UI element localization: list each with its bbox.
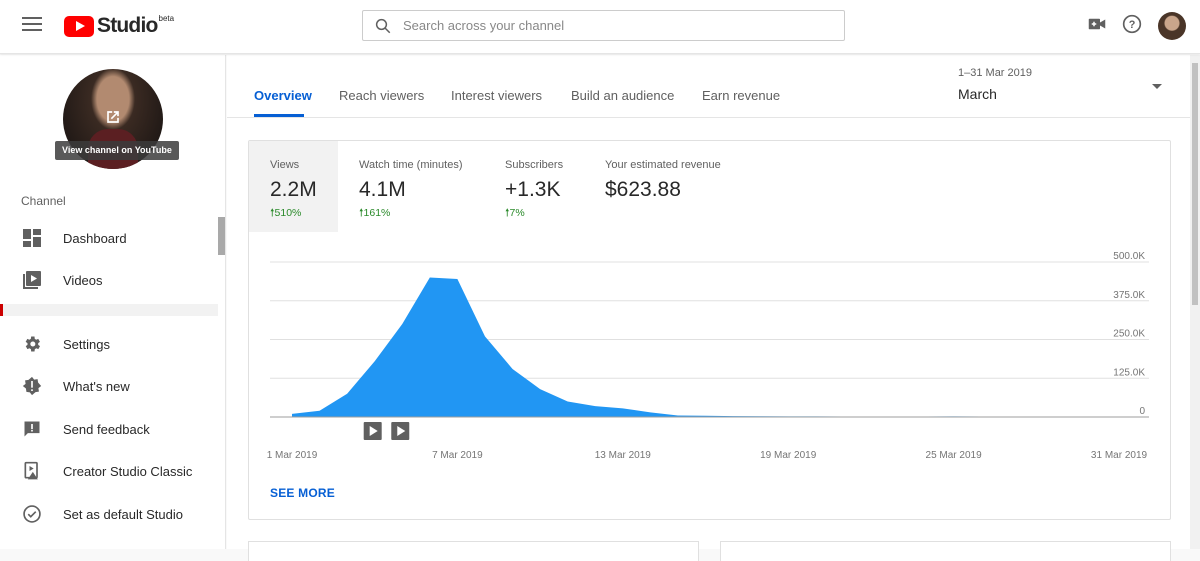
creator-classic-icon	[22, 461, 42, 481]
logo-text: Studio	[97, 14, 158, 37]
metric-label: Views	[270, 159, 300, 171]
help-icon[interactable]: ?	[1122, 14, 1142, 39]
svg-text:?: ?	[1129, 19, 1136, 31]
videos-icon	[22, 270, 42, 290]
metric-label: Subscribers	[505, 159, 564, 171]
video-camera-icon[interactable]	[1088, 16, 1106, 37]
sidebar-item-label: Set as default Studio	[63, 506, 183, 522]
bottom-card-left	[248, 541, 699, 561]
metric-estimated-revenue[interactable]: Your estimated revenue $623.88	[584, 141, 744, 232]
logo-badge: beta	[158, 14, 175, 23]
main-content: Overview Reach viewers Interest viewers …	[227, 55, 1190, 561]
sidebar-item-dashboard[interactable]: Dashboard	[0, 217, 218, 259]
sidebar-item-set-default-studio[interactable]: Set as default Studio	[0, 493, 218, 535]
section-label-channel: Channel	[21, 194, 66, 208]
metric-label: Your estimated revenue	[605, 159, 721, 171]
views-area-series	[292, 277, 1119, 417]
metric-value: $623.88	[605, 178, 681, 201]
sidebar-item-creator-studio-classic[interactable]: Creator Studio Classic	[0, 450, 218, 492]
sidebar-scrollbar[interactable]	[218, 217, 225, 255]
gear-icon	[22, 334, 42, 354]
bottom-card-right	[720, 541, 1171, 561]
sidebar-item-send-feedback[interactable]: Send feedback	[0, 408, 218, 450]
tab-earn-revenue[interactable]: Earn revenue	[702, 88, 781, 103]
sidebar-item-whats-new[interactable]: What's new	[0, 365, 218, 407]
metric-change: 510%	[270, 205, 302, 223]
metric-subscribers[interactable]: Subscribers +1.3K 7%	[484, 141, 584, 232]
views-chart[interactable]: 500.0K 375.0K 250.0K 125.0K 0 1 Mar 2019 7 Mar…	[249, 246, 1172, 466]
feedback-icon	[22, 419, 42, 439]
sidebar-item-label: Send feedback	[63, 421, 150, 437]
sidebar-item-label: Videos	[63, 272, 103, 288]
top-bar: Studio beta ?	[0, 0, 1200, 54]
page-scrollbar-thumb[interactable]	[1192, 63, 1198, 305]
metric-value: 2.2M	[270, 178, 317, 201]
active-nav-indicator	[0, 304, 218, 316]
play-icon	[397, 426, 406, 436]
whats-new-icon	[22, 376, 42, 396]
active-tab-underline	[254, 114, 304, 117]
x-tick-label: 1 Mar 2019	[267, 450, 318, 461]
metric-change: 7%	[505, 205, 525, 223]
period-selector[interactable]: 1–31 Mar 2019 March	[958, 67, 1162, 102]
period-value: March	[958, 86, 997, 102]
search-input[interactable]	[403, 18, 844, 33]
x-tick-label: 13 Mar 2019	[595, 450, 652, 461]
y-tick-label: 250.0K	[1113, 329, 1145, 340]
overview-card: Views 2.2M 510% Watch time (minutes) 4.1…	[248, 140, 1171, 520]
period-range: 1–31 Mar 2019	[958, 67, 1032, 79]
dashboard-icon	[22, 228, 42, 248]
tab-reach-viewers[interactable]: Reach viewers	[339, 88, 425, 103]
sidebar-item-label: What's new	[63, 378, 130, 394]
youtube-logo-icon	[64, 15, 94, 37]
metric-views[interactable]: Views 2.2M 510%	[249, 141, 338, 232]
metric-value: +1.3K	[505, 178, 561, 201]
x-tick-label: 31 Mar 2019	[1091, 450, 1148, 461]
search-box[interactable]	[362, 10, 845, 41]
check-circle-icon	[22, 504, 42, 524]
tab-overview[interactable]: Overview	[254, 88, 312, 103]
y-tick-label: 125.0K	[1113, 367, 1145, 378]
menu-icon[interactable]	[22, 17, 42, 35]
metric-value: 4.1M	[359, 178, 406, 201]
metric-change: 161%	[359, 205, 391, 223]
metric-label: Watch time (minutes)	[359, 159, 463, 171]
account-avatar[interactable]	[1158, 12, 1186, 40]
tab-build-an-audience[interactable]: Build an audience	[571, 88, 675, 103]
tab-interest-viewers[interactable]: Interest viewers	[451, 88, 543, 103]
y-tick-label: 0	[1139, 406, 1145, 417]
x-tick-label: 7 Mar 2019	[432, 450, 483, 461]
sidebar-item-settings[interactable]: Settings	[0, 323, 218, 365]
y-tick-label: 375.0K	[1113, 290, 1145, 301]
metric-watch-time[interactable]: Watch time (minutes) 4.1M 161%	[338, 141, 484, 232]
view-channel-tooltip[interactable]: View channel on YouTube	[55, 141, 179, 160]
sidebar-item-label: Settings	[63, 336, 110, 352]
page-scrollbar[interactable]	[1190, 55, 1200, 549]
x-tick-label: 19 Mar 2019	[760, 450, 817, 461]
studio-logo[interactable]: Studio beta	[64, 13, 174, 39]
play-icon	[369, 426, 378, 436]
see-more-link[interactable]: SEE MORE	[270, 486, 335, 500]
sidebar-item-label: Creator Studio Classic	[63, 463, 193, 479]
analytics-tabs: Overview Reach viewers Interest viewers …	[227, 55, 1190, 118]
sidebar-item-label: Dashboard	[63, 230, 127, 246]
x-tick-label: 25 Mar 2019	[926, 450, 983, 461]
y-tick-label: 500.0K	[1113, 251, 1145, 262]
sidebar: View channel on YouTube Channel Dashboar…	[0, 55, 226, 549]
open-external-icon[interactable]	[103, 107, 123, 127]
sidebar-item-videos[interactable]: Videos	[0, 259, 218, 301]
chevron-down-icon	[1152, 84, 1162, 89]
search-icon[interactable]	[363, 11, 403, 40]
